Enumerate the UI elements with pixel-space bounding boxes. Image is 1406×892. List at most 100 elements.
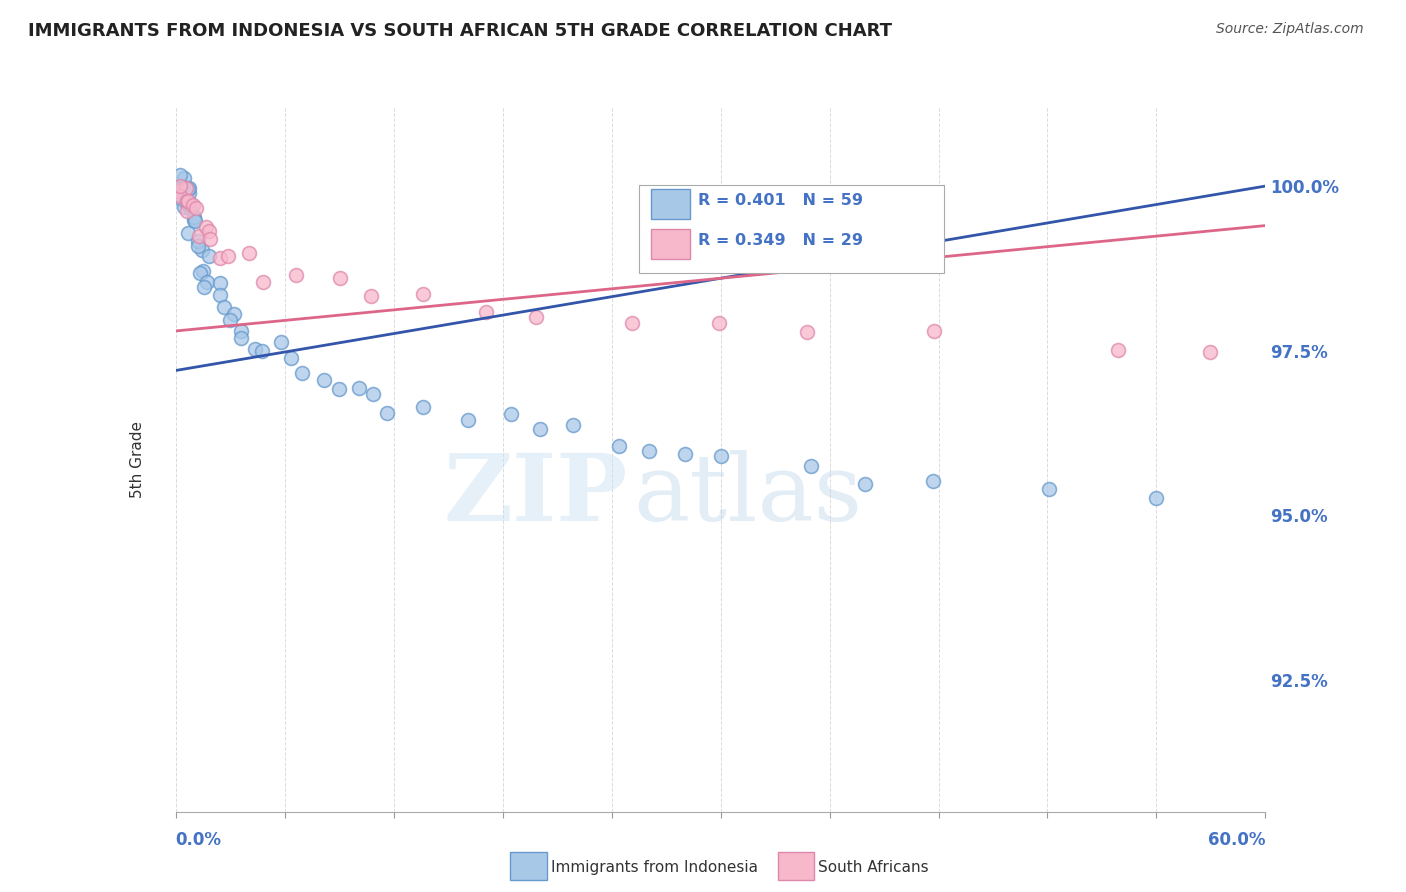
Point — [187, 239, 209, 253]
Point — [174, 181, 197, 195]
Point — [529, 422, 551, 436]
Point — [607, 439, 630, 453]
Text: 0.0%: 0.0% — [176, 831, 222, 849]
Point — [796, 325, 818, 339]
Point — [1038, 482, 1060, 496]
Point — [169, 168, 191, 182]
Point — [217, 249, 239, 263]
Text: Source: ZipAtlas.com: Source: ZipAtlas.com — [1216, 22, 1364, 37]
FancyBboxPatch shape — [651, 189, 690, 219]
Text: 5th Grade: 5th Grade — [131, 421, 145, 498]
Point — [328, 270, 350, 285]
Point — [853, 477, 876, 491]
Point — [187, 234, 209, 248]
Point — [179, 201, 201, 215]
Point — [193, 280, 215, 294]
Point — [800, 458, 823, 473]
Point — [208, 287, 231, 301]
Point — [212, 300, 235, 314]
FancyBboxPatch shape — [638, 185, 943, 273]
Point — [172, 179, 194, 194]
Point — [328, 382, 350, 396]
Point — [1107, 343, 1129, 358]
Point — [922, 474, 945, 488]
Point — [165, 185, 187, 199]
Point — [707, 316, 730, 330]
Point — [208, 251, 231, 265]
Point — [177, 182, 200, 196]
Point — [176, 194, 198, 208]
Text: R = 0.401   N = 59: R = 0.401 N = 59 — [697, 194, 863, 208]
FancyBboxPatch shape — [651, 229, 690, 259]
Point — [173, 185, 195, 199]
Point — [197, 249, 219, 263]
Point — [166, 181, 188, 195]
Point — [524, 310, 547, 324]
Point — [1199, 344, 1222, 359]
Point — [177, 227, 200, 241]
Point — [360, 289, 382, 303]
Point — [637, 444, 659, 458]
Point — [184, 213, 207, 227]
Text: South Africans: South Africans — [818, 860, 929, 874]
Point — [181, 198, 204, 212]
Point — [291, 366, 314, 380]
Point — [176, 204, 198, 219]
Point — [361, 387, 384, 401]
Point — [188, 266, 211, 280]
Point — [243, 342, 266, 356]
Text: atlas: atlas — [633, 450, 863, 540]
Point — [177, 186, 200, 200]
Point — [198, 224, 221, 238]
Text: R = 0.349   N = 29: R = 0.349 N = 29 — [697, 233, 863, 248]
Point — [169, 178, 191, 193]
Point — [349, 381, 371, 395]
Point — [187, 228, 209, 243]
Point — [314, 373, 336, 387]
Point — [224, 307, 246, 321]
Point — [270, 335, 292, 350]
Point — [252, 275, 274, 289]
Point — [195, 220, 218, 235]
Text: IMMIGRANTS FROM INDONESIA VS SOUTH AFRICAN 5TH GRADE CORRELATION CHART: IMMIGRANTS FROM INDONESIA VS SOUTH AFRIC… — [28, 22, 893, 40]
Point — [412, 287, 434, 301]
Point — [218, 313, 240, 327]
Point — [183, 213, 205, 227]
Point — [285, 268, 308, 282]
Point — [184, 201, 207, 215]
Point — [172, 181, 194, 195]
Text: ZIP: ZIP — [444, 450, 628, 540]
Point — [195, 275, 218, 289]
Point — [190, 244, 212, 258]
Point — [198, 232, 221, 246]
Point — [191, 264, 214, 278]
Point — [475, 304, 498, 318]
Point — [176, 195, 198, 210]
Point — [250, 344, 273, 359]
Point — [169, 189, 191, 203]
Point — [173, 171, 195, 186]
Point — [499, 407, 522, 421]
Point — [167, 186, 190, 201]
Point — [177, 181, 200, 195]
Point — [1144, 491, 1167, 506]
Point — [238, 245, 260, 260]
Point — [170, 192, 193, 206]
Point — [229, 331, 252, 345]
Point — [710, 449, 733, 463]
Point — [179, 196, 201, 211]
Point — [412, 400, 434, 414]
Point — [173, 200, 195, 214]
Point — [179, 198, 201, 212]
Point — [231, 324, 253, 338]
Point — [673, 447, 696, 461]
Point — [562, 417, 585, 432]
Point — [620, 316, 643, 330]
Text: Immigrants from Indonesia: Immigrants from Indonesia — [551, 860, 758, 874]
Point — [208, 276, 231, 290]
Point — [177, 194, 200, 209]
Point — [280, 351, 302, 366]
Point — [183, 210, 205, 224]
Point — [457, 413, 479, 427]
Text: 60.0%: 60.0% — [1208, 831, 1265, 849]
